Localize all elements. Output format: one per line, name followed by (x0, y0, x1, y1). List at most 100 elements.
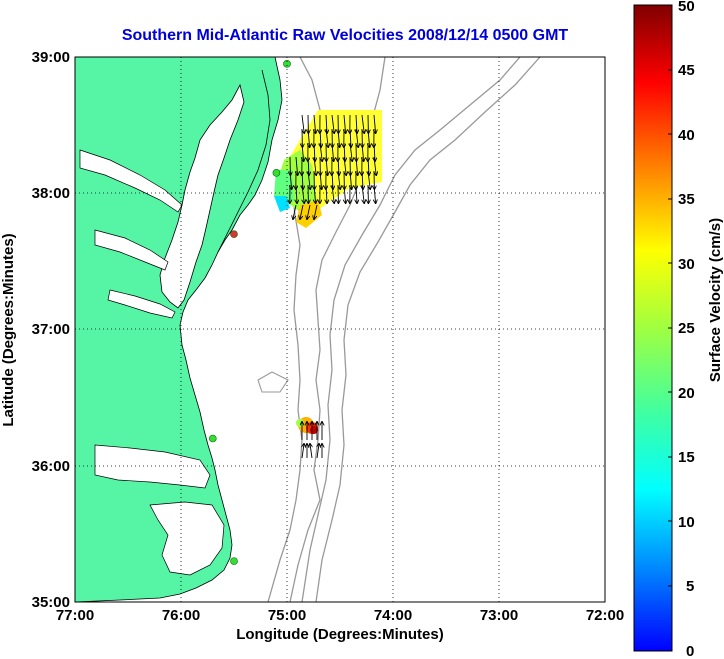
velocity-arrow (344, 184, 346, 203)
velocity-arrow (326, 156, 328, 175)
bathymetry-contour (301, 57, 521, 602)
colorbar-ticks (668, 4, 672, 652)
velocity-arrow (300, 204, 304, 219)
y-tick-label: 36:00 (32, 458, 70, 475)
velocity-arrow (326, 184, 327, 203)
colorbar-tick-label: 40 (678, 127, 695, 144)
radar-stations (209, 60, 291, 565)
velocity-arrow (338, 170, 340, 189)
y-tick-label: 35:00 (32, 594, 70, 611)
velocity-arrow (344, 142, 345, 161)
velocity-arrow (356, 184, 357, 203)
x-tick-label: 74:00 (374, 607, 412, 624)
velocity-arrow (356, 114, 357, 133)
velocity-arrow (302, 184, 304, 203)
velocity-arrow (307, 204, 311, 219)
velocity-arrow (374, 184, 376, 203)
velocity-arrow (326, 114, 327, 133)
velocity-arrow (350, 170, 352, 189)
plot-frame (74, 56, 606, 603)
colorbar-gradient (633, 4, 673, 652)
radar-station-marker (272, 169, 281, 177)
chart-title: Southern Mid-Atlantic Raw Velocities 200… (122, 27, 569, 44)
velocity-arrow (332, 170, 333, 189)
velocity-arrow (356, 156, 358, 175)
colorbar-tick-label: 5 (686, 578, 694, 595)
velocity-arrow (368, 128, 370, 147)
radar-station-marker (230, 557, 238, 565)
velocity-arrow (344, 156, 346, 175)
velocity-vectors (290, 114, 376, 459)
colorbar-tick-label: 0 (686, 643, 694, 659)
velocity-arrow (317, 444, 319, 459)
velocity-arrow (314, 142, 315, 161)
velocity-arrow (314, 184, 316, 203)
velocity-arrow (374, 156, 376, 175)
velocity-arrow (320, 128, 321, 147)
y-axis: 39:00 38:00 37:00 36:00 35:00 Latitude (… (0, 49, 70, 611)
velocity-arrow (293, 204, 297, 219)
colorbar-tick-label: 50 (678, 0, 695, 15)
velocity-arrow (362, 114, 364, 133)
x-axis-label: Longitude (Degrees:Minutes) (236, 626, 444, 643)
velocity-arrow (302, 170, 303, 189)
velocity-arrow (296, 156, 298, 175)
bathymetry-contour (315, 57, 541, 602)
river-inlet (79, 149, 183, 213)
velocity-arrow (296, 184, 297, 203)
velocity-arrow (320, 142, 322, 161)
colorbar: 50 45 40 35 30 25 20 15 10 5 0 Surface V… (633, 0, 724, 659)
velocity-arrow (332, 114, 334, 133)
velocity-arrow (332, 184, 334, 203)
y-tick-label: 37:00 (32, 321, 70, 338)
velocity-arrow (320, 170, 322, 189)
velocity-patch (274, 196, 290, 212)
velocity-arrow (302, 142, 304, 161)
velocity-arrow (290, 170, 292, 189)
radar-station-marker (230, 230, 238, 238)
x-tick-label: 76:00 (162, 607, 200, 624)
velocity-arrow (302, 114, 304, 133)
colorbar-tick-label: 10 (678, 514, 695, 531)
velocity-arrow (302, 444, 304, 459)
velocity-arrow (368, 170, 370, 189)
colorbar-tick-label: 25 (678, 320, 695, 337)
velocity-patch (296, 419, 304, 427)
velocity-arrow (362, 170, 363, 189)
velocity-arrow (344, 114, 346, 133)
colorbar-tick-label: 35 (678, 191, 695, 208)
velocity-arrow (362, 184, 364, 203)
velocity-arrow (356, 128, 358, 147)
velocity-arrow (362, 142, 364, 161)
velocity-arrow (350, 128, 351, 147)
x-tick-label: 73:00 (480, 607, 518, 624)
radar-station-marker (209, 434, 217, 443)
x-tick-label: 75:00 (268, 607, 306, 624)
colorbar-tick-label: 30 (678, 256, 695, 273)
colorbar-tick-label: 45 (678, 62, 695, 79)
plot-area (74, 56, 606, 603)
river-inlet (94, 229, 169, 271)
velocity-arrow (308, 170, 310, 189)
x-axis: 77:00 76:00 75:00 74:00 73:00 72:00 Long… (56, 607, 624, 643)
delmarva-coast (217, 69, 271, 253)
velocity-arrow (308, 128, 310, 147)
velocity-arrow (368, 156, 369, 175)
velocity-arrow (326, 128, 328, 147)
x-tick-label: 77:00 (56, 607, 94, 624)
radar-station-marker (283, 60, 291, 68)
y-tick-label: 39:00 (32, 49, 70, 66)
velocity-arrow (374, 114, 376, 133)
chesapeake-bay (159, 83, 245, 309)
bathymetry-contour (257, 371, 289, 393)
pamlico-sound (149, 501, 225, 576)
velocity-arrow (338, 156, 339, 175)
colorbar-tick-label: 20 (678, 385, 695, 402)
velocity-arrow (374, 142, 375, 161)
colorbar-tick-label: 15 (678, 449, 695, 466)
colorbar-label: Surface Velocity (cm/s) (707, 218, 724, 382)
velocity-arrow (350, 142, 352, 161)
velocity-arrow (314, 156, 316, 175)
velocity-arrow (314, 204, 318, 219)
